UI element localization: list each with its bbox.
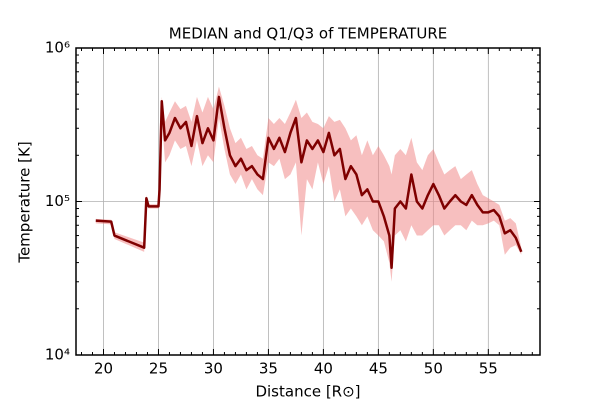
x-axis-label: Distance [R⊙] [255,383,360,400]
y-axis-label: Temperature [K] [16,141,34,263]
x-tick-label: 30 [204,360,223,378]
x-tick-label: 55 [479,360,498,378]
x-tick-label: 50 [424,360,443,378]
y-tick-label: 10⁵ [45,192,70,210]
y-tick-label: 10⁴ [45,346,70,364]
x-tick-label: 45 [369,360,388,378]
q1-q3-band [95,86,522,282]
x-tick-label: 40 [314,360,333,378]
median-line [95,95,523,270]
x-tick-label: 25 [149,360,168,378]
chart-title: MEDIAN and Q1/Q3 of TEMPERATURE [169,25,447,43]
x-tick-label: 35 [259,360,278,378]
x-tick-label: 20 [94,360,113,378]
y-tick-label: 10⁶ [45,39,70,57]
